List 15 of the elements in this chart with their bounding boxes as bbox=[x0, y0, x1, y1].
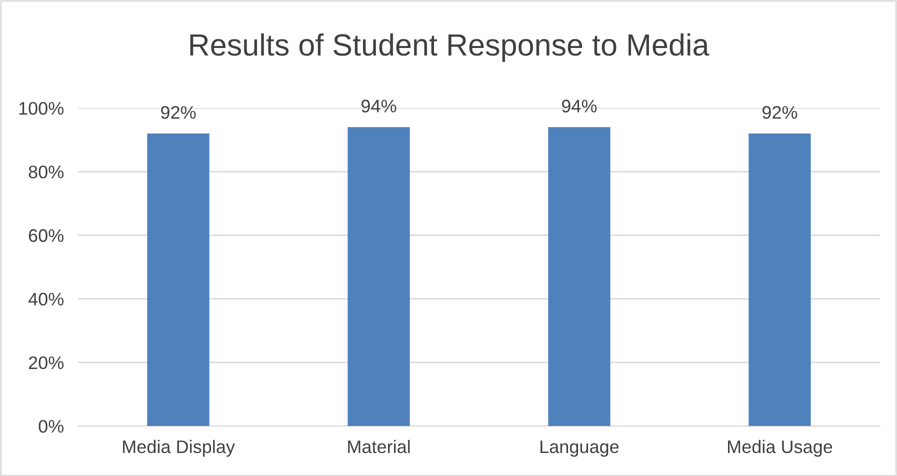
x-tick-label: Media Usage bbox=[728, 440, 832, 457]
data-label: 92% bbox=[161, 106, 196, 119]
chart-title: Results of Student Response to Media bbox=[190, 33, 710, 62]
x-tick-label: Media Display bbox=[123, 440, 235, 457]
x-tick-label: Material bbox=[348, 440, 410, 454]
y-tick-label: 20% bbox=[28, 356, 64, 370]
data-label: 92% bbox=[762, 106, 798, 119]
x-tick-label: Language bbox=[540, 440, 619, 457]
y-tick-label: 100% bbox=[19, 102, 64, 115]
y-tick-label: 0% bbox=[38, 420, 64, 433]
y-tick-label: 40% bbox=[28, 292, 64, 306]
y-tick-label: 60% bbox=[28, 229, 64, 242]
data-label: 94% bbox=[562, 100, 597, 112]
data-label: 94% bbox=[362, 100, 396, 112]
y-tick-label: 80% bbox=[28, 166, 64, 178]
